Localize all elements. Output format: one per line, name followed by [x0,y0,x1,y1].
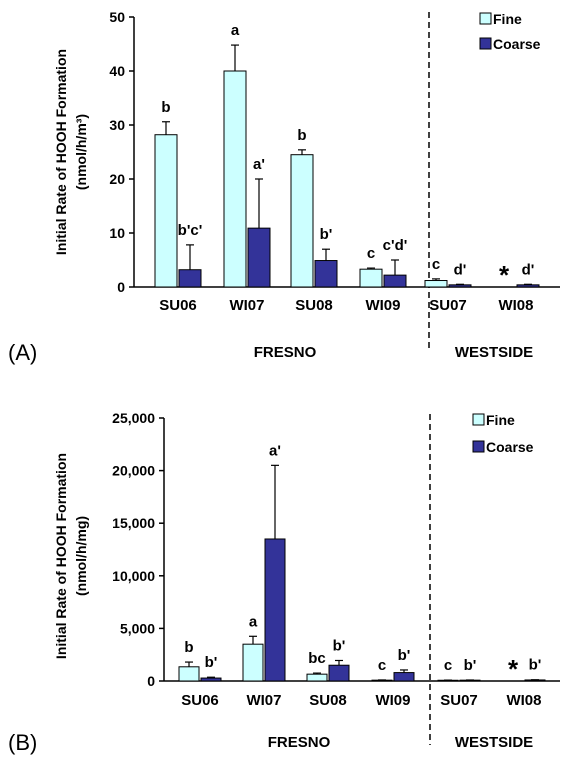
panel-a-label: (A) [8,340,37,365]
panel-b-sig-label: bc [308,650,326,667]
panel-b-y-tick-label: 25,000 [112,410,155,426]
panel-a-bar-coarse [383,274,407,288]
panel-a-legend-fine-swatch [479,12,492,25]
panel-a-y-tick-label: 20 [109,171,125,187]
panel-a-bar-fine [154,134,178,288]
panel-a-legend-coarse: Coarse [493,36,541,52]
panel-a-sig-label: b'c' [178,222,203,239]
panel-a-y-tick-label: 10 [109,225,125,241]
panel-b-sig-label: * [508,654,519,684]
panel-b-ylabel-line2: (nmol/h/mg) [73,516,89,596]
panel-a-bar-coarse [448,284,472,288]
panel-a-sig-label: a [231,22,240,39]
panel-a-x-tick-label: WI08 [498,297,533,314]
panel-a-y-tick-label: 50 [109,9,125,25]
panel-b-sig-label: a [249,613,258,630]
panel-a-sig-label: c [432,256,440,273]
panel-a-bar-coarse [516,284,540,288]
panel-a-sig-label: b' [320,226,333,243]
panel-a-bar-coarse [247,227,271,288]
panel-b-sig-label: c [378,657,386,674]
panel-b-legend-coarse: Coarse [486,439,534,455]
panel-a-bar-coarse [178,269,202,288]
panel-a-legend-coarse-swatch [479,37,492,50]
panel-b-legend-fine: Fine [486,412,515,428]
panel-b-sig-label: c [444,657,452,674]
panel-a-x-tick-label: SU08 [295,297,333,314]
panel-b-sig-label: b' [464,657,477,674]
panel-a-legend: Fine Coarse [479,11,541,52]
panel-a-ylabel-line1: Initial Rate of HOOH Formation [53,49,69,255]
panel-b-group-westside: WESTSIDE [455,734,533,751]
panel-b-sig-label: b [184,639,193,656]
panel-a-sig-label: b [297,127,306,144]
panel-b-bar-coarse [393,672,415,682]
panel-a-legend-fine: Fine [493,11,522,27]
panel-b-bar-fine [242,643,264,682]
panel-b-sig-label: b' [529,657,542,674]
panel-b-x-tick-label: SU06 [181,692,219,709]
panel-a-sig-label: c'd' [383,237,408,254]
panel-a-x-tick-label: SU06 [159,297,197,314]
panel-a-sig-label: b [161,99,170,116]
panel-a-group-fresno: FRESNO [254,344,317,361]
panel-b-y-tick-label: 20,000 [112,463,155,479]
panel-a-sig-label: * [499,260,510,290]
panel-b-sig-label: b' [398,647,411,664]
panel-a-ylabel-line2: (nmol/h/m³) [73,114,89,190]
panel-b-legend: Fine Coarse [472,412,534,455]
panel-a: (A) Initial Rate of HOOH Formation (nmol… [8,9,560,365]
panel-b-sig-label: b' [205,654,218,671]
panel-b-sig-label: a' [269,442,281,459]
panel-b-ylabel-line1: Initial Rate of HOOH Formation [53,453,69,659]
panel-a-y-tick-label: 40 [109,63,125,79]
panel-a-sig-label: c [367,245,375,262]
panel-a-bar-coarse [314,260,338,288]
panel-a-bar-fine [359,268,383,288]
panel-b-bar-coarse [328,664,350,682]
panel-b-bar-coarse [200,677,222,682]
panel-b-x-tick-label: SU08 [309,692,347,709]
panel-a-group-westside: WESTSIDE [455,344,533,361]
panel-b-y-tick-label: 5,000 [120,620,155,636]
panel-b-bar-fine [306,673,328,682]
panel-b-x-tick-label: WI09 [375,692,410,709]
panel-a-sig-label: a' [253,156,265,173]
panel-b-legend-fine-swatch [472,413,485,426]
panel-a-bar-fine [223,70,247,288]
panel-a-y-tick-label: 30 [109,117,125,133]
panel-b-bar-coarse [264,538,286,682]
panel-a-x-tick-label: SU07 [429,297,467,314]
panel-b-x-tick-label: WI07 [246,692,281,709]
panel-a-bar-fine [424,280,448,288]
panel-a-x-tick-label: WI07 [229,297,264,314]
panel-a-sig-label: d' [454,261,467,278]
panel-b-x-tick-label: SU07 [440,692,478,709]
panel-a-x-tick-label: WI09 [365,297,400,314]
panel-b-y-tick-label: 10,000 [112,568,155,584]
panel-b-bar-fine [178,666,200,682]
panel-a-sig-label: d' [522,261,535,278]
panel-a-bar-fine [290,154,314,288]
panel-b-group-fresno: FRESNO [268,734,331,751]
panel-b-legend-coarse-swatch [472,440,485,453]
panel-b-marks: 0 5,000 10,000 15,000 20,000 25,000 SU06 WI07 SU… [112,410,546,709]
panel-b: (B) Initial Rate of HOOH Formation (nmol… [8,410,560,755]
panel-a-y-tick-label: 0 [117,279,125,295]
panel-b-sig-label: b' [333,637,346,654]
panel-b-y-tick-label: 15,000 [112,515,155,531]
panel-b-label: (B) [8,730,37,755]
panel-b-y-tick-label: 0 [147,673,155,689]
panel-b-x-tick-label: WI08 [506,692,541,709]
